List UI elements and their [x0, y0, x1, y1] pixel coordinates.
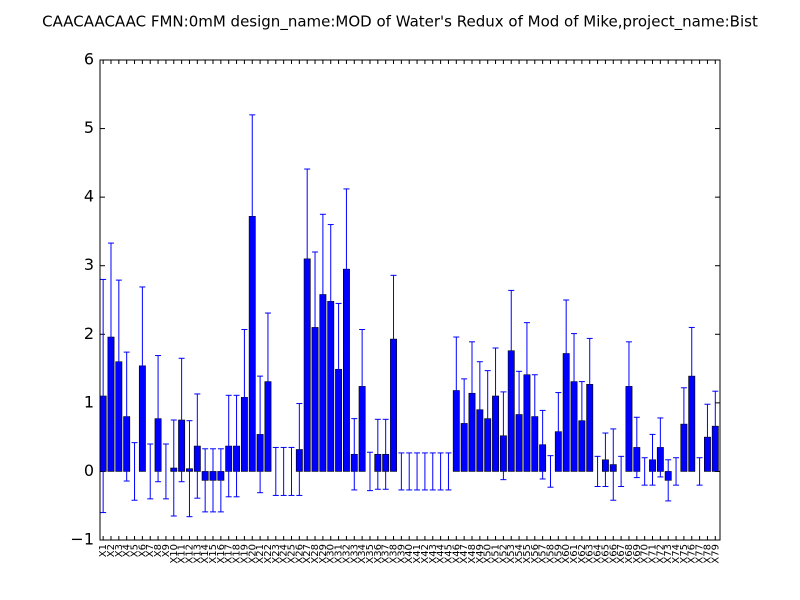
x-tick-label: X3 [114, 544, 125, 557]
x-tick-label: X59 [553, 544, 564, 564]
x-tick-label: X24 [279, 544, 290, 564]
x-tick-label: X42 [420, 544, 431, 564]
x-tick-label: X47 [459, 544, 470, 564]
x-tick-label: X60 [561, 544, 572, 564]
x-tick-label: X9 [161, 544, 172, 557]
x-tick-label: X28 [310, 544, 321, 564]
x-tick-label: X51 [491, 544, 502, 564]
x-tick-label: X19 [239, 544, 250, 564]
x-tick-label: X64 [593, 544, 604, 564]
x-tick-label: X77 [695, 544, 706, 564]
x-tick-label: X56 [530, 544, 541, 564]
x-tick-label: X54 [514, 544, 525, 564]
x-tick-label: X71 [648, 544, 659, 564]
x-tick-label: X1 [98, 544, 109, 557]
x-tick-label: X12 [184, 544, 195, 564]
x-tick-label: X73 [663, 544, 674, 564]
x-tick-label: X78 [702, 544, 713, 564]
x-tick-label: X13 [192, 544, 203, 564]
x-tick-label: X2 [106, 544, 117, 557]
x-tick-label: X69 [632, 544, 643, 564]
plot-frame [99, 59, 721, 541]
x-tick-label: X37 [381, 544, 392, 564]
x-tick-label: X21 [255, 544, 266, 564]
x-tick-label: X17 [224, 544, 235, 564]
x-tick-label: X61 [569, 544, 580, 564]
x-tick-label: X74 [671, 544, 682, 564]
x-tick-label: X33 [349, 544, 360, 564]
x-tick-label: X70 [640, 544, 651, 564]
x-tick-label: X46 [451, 544, 462, 564]
y-tick-label: 5 [84, 118, 94, 137]
x-tick-label: X62 [577, 544, 588, 564]
x-tick-label: X15 [208, 544, 219, 564]
x-tick-label: X63 [585, 544, 596, 564]
x-tick-label: X27 [302, 544, 313, 564]
x-tick-label: X38 [389, 544, 400, 564]
x-tick-label: X75 [679, 544, 690, 564]
x-tick-label: X76 [687, 544, 698, 564]
x-tick-label: X7 [145, 544, 156, 557]
x-tick-label: X11 [177, 544, 188, 564]
y-tick-label: −1 [70, 530, 94, 549]
x-tick-label: X67 [616, 544, 627, 564]
y-tick-label: 2 [84, 324, 94, 343]
y-tick-label: 1 [84, 392, 94, 411]
x-tick-label: X36 [373, 544, 384, 564]
x-tick-label: X79 [710, 544, 721, 564]
x-tick-label: X66 [608, 544, 619, 564]
x-tick-label: X58 [545, 544, 556, 564]
x-tick-label: X72 [655, 544, 666, 564]
x-tick-label: X53 [506, 544, 517, 564]
y-tick-label: 4 [84, 187, 94, 206]
x-tick-label: X20 [247, 544, 258, 564]
x-tick-label: X31 [334, 544, 345, 564]
x-tick-label: X5 [130, 544, 141, 557]
x-tick-label: X49 [475, 544, 486, 564]
x-tick-label: X26 [294, 544, 305, 564]
x-tick-label: X35 [365, 544, 376, 564]
x-tick-label: X30 [326, 544, 337, 564]
x-tick-label: X55 [522, 544, 533, 564]
x-tick-label: X16 [216, 544, 227, 564]
x-tick-label: X40 [404, 544, 415, 564]
x-tick-label: X32 [341, 544, 352, 564]
x-tick-label: X34 [357, 544, 368, 564]
x-tick-label: X39 [396, 544, 407, 564]
x-tick-label: X6 [137, 544, 148, 557]
x-tick-label: X65 [600, 544, 611, 564]
x-tick-label: X8 [153, 544, 164, 557]
x-tick-label: X18 [232, 544, 243, 564]
y-tick-label: 3 [84, 255, 94, 274]
x-tick-label: X43 [428, 544, 439, 564]
x-tick-label: X45 [443, 544, 454, 564]
x-tick-label: X50 [483, 544, 494, 564]
x-tick-label: X68 [624, 544, 635, 564]
x-tick-label: X41 [412, 544, 423, 564]
x-tick-label: X48 [467, 544, 478, 564]
x-tick-label: X25 [286, 544, 297, 564]
x-tick-label: X23 [271, 544, 282, 564]
x-tick-label: X44 [436, 544, 447, 564]
x-tick-label: X22 [263, 544, 274, 564]
x-tick-label: X57 [538, 544, 549, 564]
x-tick-label: X4 [122, 544, 133, 557]
x-tick-label: X10 [169, 544, 180, 564]
y-tick-label: 0 [84, 461, 94, 480]
y-tick-label: 6 [84, 50, 94, 69]
chart-title: CAACAACAAC FMN:0mM design_name:MOD of Wa… [42, 13, 758, 32]
x-tick-label: X52 [498, 544, 509, 564]
x-tick-label: X29 [318, 544, 329, 564]
x-tick-label: X14 [200, 544, 211, 564]
